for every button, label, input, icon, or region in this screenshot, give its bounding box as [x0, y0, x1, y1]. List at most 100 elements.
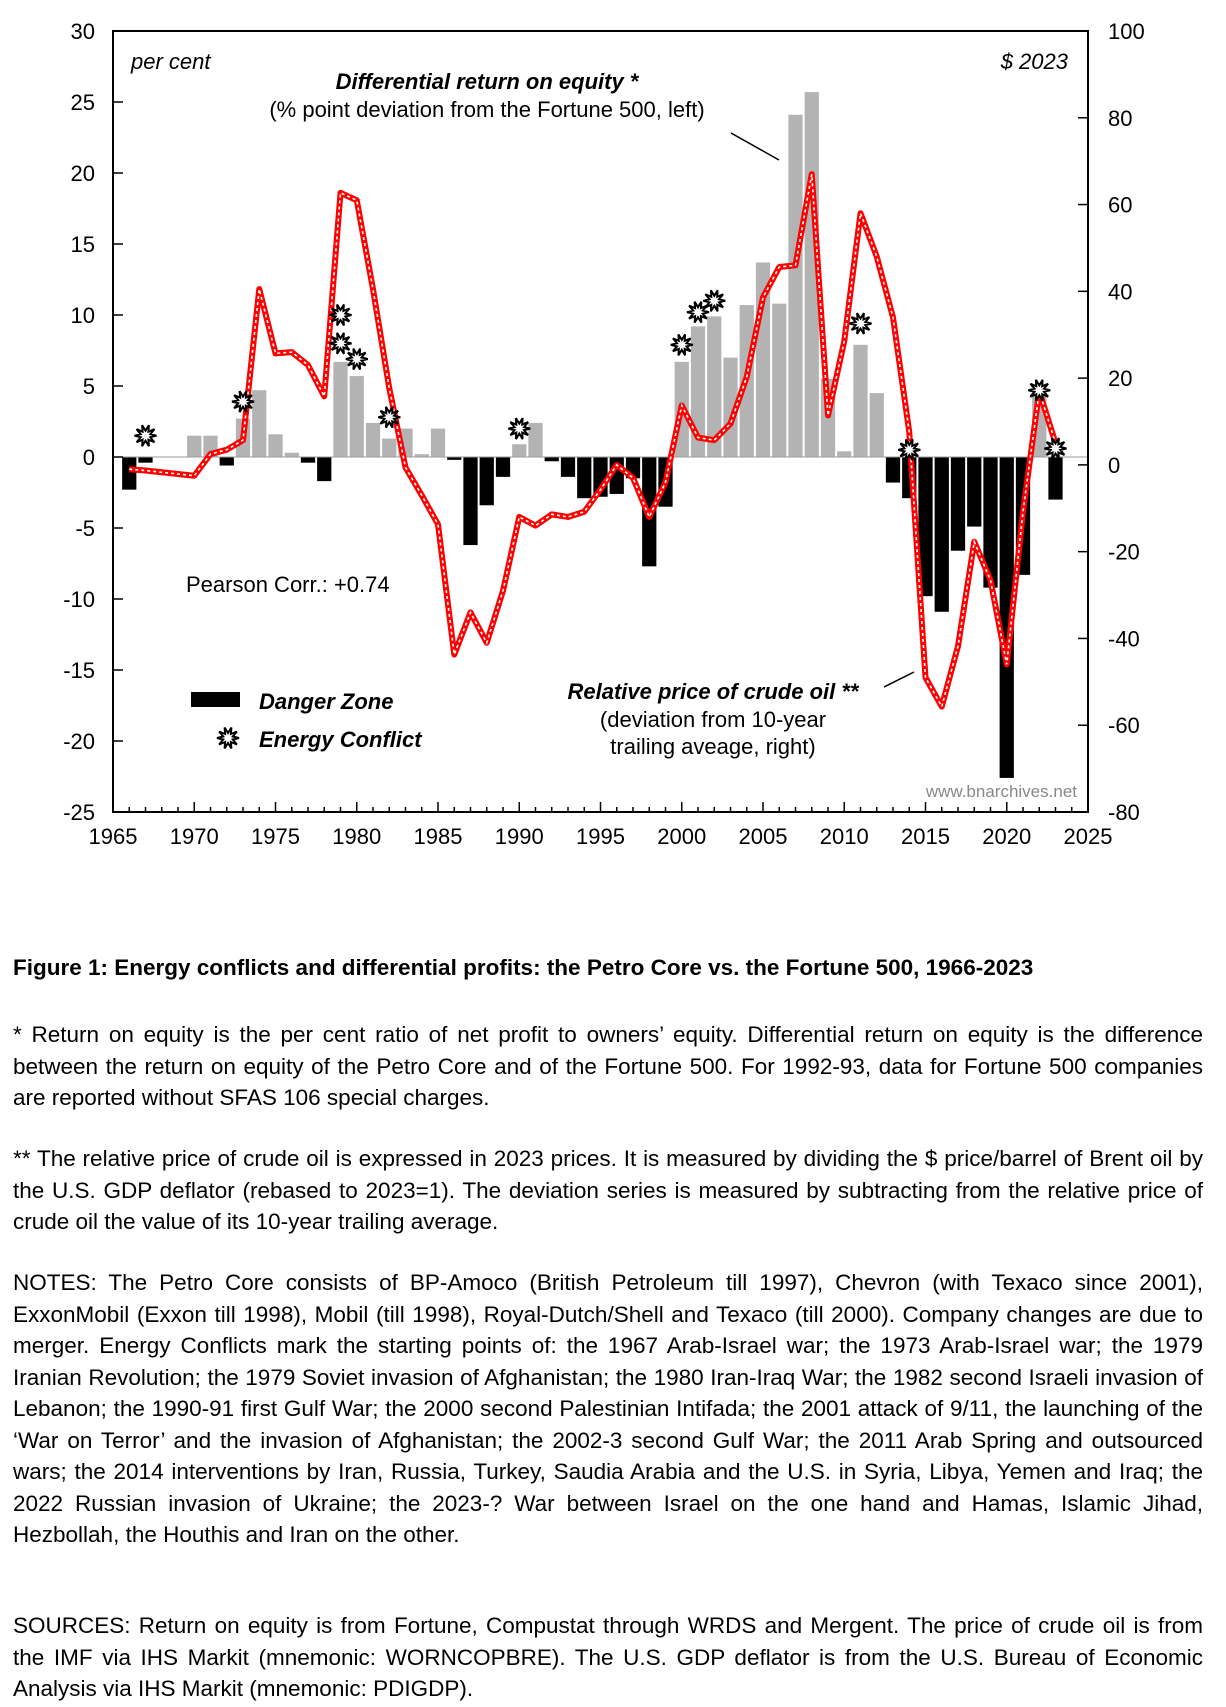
bar-series-title: Differential return on equity *	[336, 69, 640, 94]
bar-2019	[983, 457, 998, 588]
footnote-oil-price: ** The relative price of crude oil is ex…	[13, 1146, 1203, 1234]
axis-ticks: 302520151050-5-10-15-20-25100806040200-2…	[63, 19, 1145, 849]
bar-1984	[414, 454, 429, 457]
energy-conflict-icon-1973	[231, 390, 255, 413]
bar-2012	[869, 393, 884, 457]
figure-caption: Figure 1: Energy conflicts and different…	[13, 955, 1034, 980]
energy-conflict-icon-1990	[508, 417, 531, 440]
energy-conflict-legend-icon	[216, 726, 240, 750]
energy-conflict-icon-1967	[134, 424, 157, 447]
right-tick-label: 80	[1108, 106, 1132, 131]
bar-1982	[382, 438, 397, 457]
oil-price-line-inner	[129, 174, 1057, 709]
bar-1990	[512, 444, 527, 457]
bar-2016	[934, 457, 949, 612]
bar-2018	[967, 457, 982, 527]
energy-conflict-icon-2022	[1028, 379, 1051, 402]
bar-2006	[772, 303, 787, 457]
right-tick-label: 100	[1108, 19, 1145, 44]
bar-1991	[528, 422, 543, 457]
sources-paragraph: SOURCES: Return on equity is from Fortun…	[13, 1613, 1203, 1701]
right-tick-label: -80	[1108, 800, 1140, 825]
x-tick-label: 2020	[982, 824, 1031, 849]
bar-1980	[349, 376, 364, 457]
left-tick-label: 5	[83, 374, 95, 399]
bar-1970	[187, 435, 202, 457]
x-tick-label: 2005	[739, 824, 788, 849]
left-tick-label: 20	[71, 161, 95, 186]
line-series-subtitle-1: (deviation from 10-year	[600, 707, 826, 732]
line-series-title: Relative price of crude oil **	[568, 679, 860, 704]
bar-2003	[723, 357, 738, 457]
right-tick-label: -20	[1108, 540, 1140, 565]
energy-conflict-icon-2023	[1044, 437, 1067, 460]
bar-2023	[1048, 457, 1063, 500]
bar-title-pointer	[730, 132, 780, 161]
x-tick-label: 1970	[170, 824, 219, 849]
energy-conflict-icon-1979	[329, 332, 352, 355]
legend-danger-swatch	[191, 692, 240, 707]
footnote-roe: * Return on equity is the per cent ratio…	[13, 1022, 1203, 1110]
bar-2013	[885, 457, 901, 483]
bar-2020	[999, 457, 1014, 778]
right-tick-label: 20	[1108, 366, 1132, 391]
x-tick-label: 2000	[657, 824, 706, 849]
bar-2011	[853, 344, 868, 457]
bar-1972	[219, 457, 234, 466]
right-tick-label: 40	[1108, 279, 1132, 304]
bar-1976	[284, 452, 299, 457]
left-tick-label: -20	[63, 729, 95, 754]
left-tick-label: -10	[63, 587, 95, 612]
bar-1977	[300, 457, 316, 463]
right-unit-label: $ 2023	[1000, 49, 1069, 74]
notes-paragraph: NOTES: The Petro Core consists of BP-Amo…	[13, 1270, 1203, 1547]
energy-conflict-icon	[216, 726, 240, 750]
energy-conflict-icon-2001	[686, 301, 710, 324]
bar-1966	[122, 457, 137, 490]
x-tick-label: 1995	[576, 824, 625, 849]
bar-1979	[333, 361, 348, 457]
bar-1992	[544, 457, 559, 462]
left-tick-label: -5	[75, 516, 95, 541]
bar-1989	[495, 457, 511, 477]
left-tick-label: 10	[71, 303, 95, 328]
correlation-label: Pearson Corr.: +0.74	[186, 572, 390, 597]
bar-series-subtitle: (% point deviation from the Fortune 500,…	[269, 97, 704, 122]
left-tick-label: -25	[63, 800, 95, 825]
x-tick-label: 1965	[89, 824, 138, 849]
chart: 302520151050-5-10-15-20-25100806040200-2…	[63, 19, 1145, 849]
left-tick-label: 0	[83, 445, 95, 470]
bars	[122, 92, 1063, 778]
energy-conflict-icon-1980	[345, 348, 369, 371]
oil-price-line	[129, 171, 1059, 710]
energy-conflict-icon-2002	[703, 289, 726, 312]
watermark: www.bnarchives.net	[925, 782, 1077, 801]
left-tick-label: 15	[71, 232, 95, 257]
bar-1978	[317, 457, 332, 482]
legend-conflict-label: Energy Conflict	[259, 727, 423, 752]
bar-1986	[447, 457, 462, 460]
bar-1974	[252, 390, 267, 457]
energy-conflict-icon-2000	[670, 333, 694, 356]
x-tick-label: 2010	[820, 824, 869, 849]
right-tick-label: -40	[1108, 626, 1140, 651]
left-unit-label: per cent	[130, 49, 211, 74]
line-title-pointer	[883, 671, 915, 688]
left-tick-label: 25	[71, 90, 95, 115]
bar-1975	[268, 434, 283, 457]
bar-2017	[950, 457, 966, 551]
bar-1987	[463, 457, 478, 546]
bar-1993	[560, 457, 576, 477]
x-tick-label: 2025	[1064, 824, 1113, 849]
bar-1988	[479, 457, 494, 506]
x-tick-label: 1975	[251, 824, 300, 849]
bar-1994	[577, 457, 592, 499]
bar-1985	[430, 428, 446, 457]
left-tick-label: -15	[63, 658, 95, 683]
energy-conflict-icon-2014	[898, 438, 921, 461]
x-tick-label: 2015	[901, 824, 950, 849]
right-tick-label: 0	[1108, 453, 1120, 478]
left-tick-label: 30	[71, 19, 95, 44]
bar-2007	[788, 114, 803, 457]
x-tick-label: 1980	[332, 824, 381, 849]
